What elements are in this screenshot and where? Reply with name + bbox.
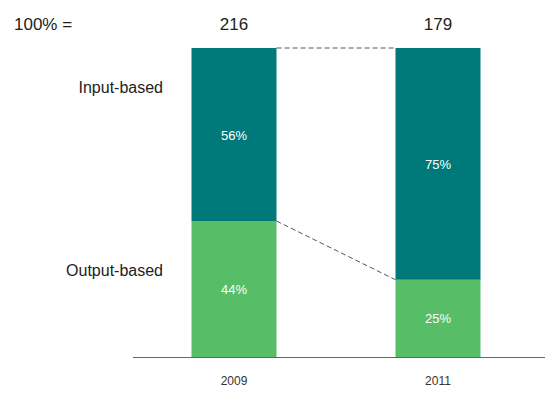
connector <box>277 221 396 280</box>
total-label: 179 <box>424 15 452 34</box>
series-name: Input-based <box>78 79 163 96</box>
data-label: 56% <box>221 128 247 143</box>
category-label: 2009 <box>221 374 248 388</box>
category-label: 2011 <box>425 374 451 388</box>
labels: 44% 56% 2009 216 25% 75% 2011 179 100% = Input-ba… <box>14 15 452 388</box>
data-label: 44% <box>221 282 247 297</box>
total-label: 216 <box>220 15 248 34</box>
chart-root: 44% 56% 2009 216 25% 75% 2011 179 100% = Input-ba… <box>0 0 558 412</box>
bar-segment <box>192 48 277 221</box>
total-header: 100% = <box>14 15 72 34</box>
data-label: 75% <box>425 157 451 172</box>
bar-segment <box>192 221 277 357</box>
series-name: Output-based <box>66 262 163 279</box>
x-axis <box>133 357 545 358</box>
bars <box>192 48 481 357</box>
bar-segment <box>396 48 481 280</box>
data-label: 25% <box>425 311 451 326</box>
chart-svg: 44% 56% 2009 216 25% 75% 2011 179 100% = Input-ba… <box>0 0 558 412</box>
connector <box>277 48 396 49</box>
bar-segment <box>396 280 481 357</box>
